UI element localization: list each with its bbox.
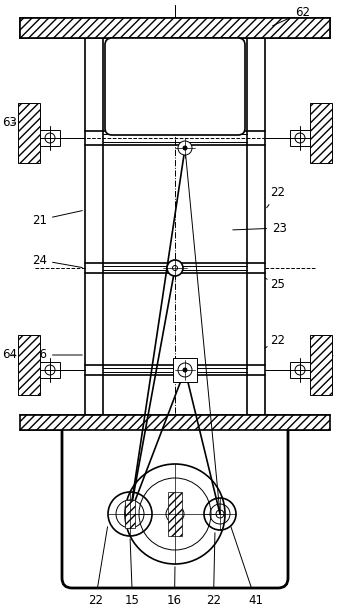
Text: 25: 25: [265, 278, 285, 292]
Text: 16: 16: [167, 567, 182, 606]
Circle shape: [173, 266, 177, 271]
Circle shape: [183, 146, 187, 150]
Text: 22: 22: [267, 186, 285, 208]
Text: 64: 64: [319, 349, 334, 362]
Bar: [290, 362, 310, 378]
Bar: [20, 415, 330, 430]
Text: 62: 62: [273, 6, 310, 26]
Bar: [290, 130, 310, 146]
Bar: [20, 18, 330, 38]
FancyBboxPatch shape: [62, 420, 288, 588]
Text: 26: 26: [32, 349, 82, 362]
Text: 41: 41: [231, 526, 263, 606]
Bar: [40, 130, 60, 146]
Bar: [247, 38, 265, 415]
Text: 63: 63: [319, 116, 334, 130]
Text: 15: 15: [125, 539, 140, 606]
Text: 24: 24: [32, 253, 82, 268]
Bar: [85, 38, 103, 415]
FancyBboxPatch shape: [105, 38, 245, 135]
Circle shape: [178, 363, 192, 377]
Text: 64: 64: [2, 349, 17, 362]
Circle shape: [183, 368, 187, 372]
Text: 22: 22: [265, 333, 285, 348]
Text: 23: 23: [233, 221, 287, 234]
Bar: [310, 335, 332, 395]
Text: 63: 63: [2, 116, 17, 130]
Bar: [168, 492, 182, 536]
Text: 22: 22: [206, 533, 221, 606]
Text: 21: 21: [32, 210, 82, 226]
Circle shape: [178, 141, 192, 155]
Bar: [40, 362, 60, 378]
Circle shape: [167, 260, 183, 276]
Bar: [18, 103, 40, 163]
Bar: [310, 103, 332, 163]
Bar: [125, 500, 135, 528]
Bar: [173, 358, 197, 382]
Bar: [18, 335, 40, 395]
Text: 22: 22: [88, 526, 107, 606]
